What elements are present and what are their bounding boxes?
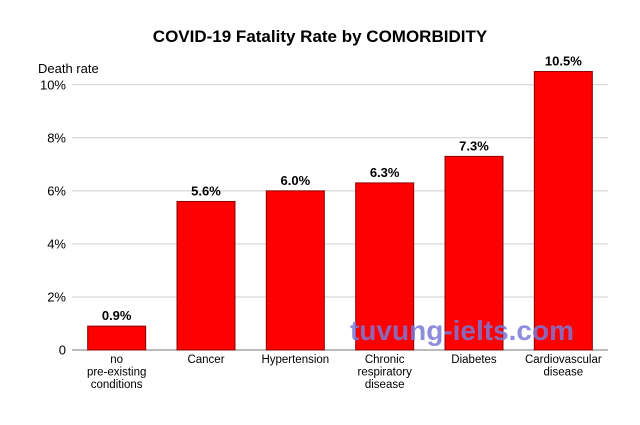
y-tick-label: 10% <box>40 77 66 92</box>
bars <box>87 71 593 351</box>
x-tick-label-line: disease <box>544 367 584 379</box>
bar <box>533 71 593 351</box>
x-tick-label: no pre-existing conditions <box>87 354 146 391</box>
data-label: 10.5% <box>545 54 582 69</box>
data-label: 7.3% <box>459 138 489 153</box>
x-tick-label: Diabetes <box>451 354 497 366</box>
x-tick-label-line: Hypertension <box>261 354 329 366</box>
x-axis-categories: no pre-existing conditions Cancer Hypertensi… <box>87 354 602 391</box>
y-tick-label: 8% <box>47 130 66 145</box>
x-tick-label: Cancer <box>187 354 224 366</box>
x-tick-label-line: pre-existing <box>87 367 146 379</box>
gridlines <box>72 84 608 351</box>
data-label: 5.6% <box>191 183 221 198</box>
bar <box>444 155 504 351</box>
data-label: 6.0% <box>281 173 311 188</box>
watermark: tuvung-ielts.com <box>350 315 574 346</box>
x-tick-label-line: Cardiovascular <box>525 354 602 366</box>
x-tick-label-line: Cancer <box>187 354 224 366</box>
data-label: 6.3% <box>370 165 400 180</box>
bar <box>87 325 147 351</box>
y-tick-label: 4% <box>47 236 66 251</box>
y-axis-label: Death rate <box>38 61 99 76</box>
data-labels: 0.9% 5.6% 6.0% 6.3% 7.3% 10.5% <box>102 54 582 324</box>
y-tick-label: 2% <box>47 289 66 304</box>
y-tick-label: 0 <box>59 343 66 358</box>
x-tick-label-line: conditions <box>91 379 143 391</box>
x-tick-label-line: Chronic <box>365 354 405 366</box>
y-axis-ticks: 0 2% 4% 6% 8% 10% <box>40 77 66 357</box>
x-tick-label: Hypertension <box>261 354 329 366</box>
x-tick-label: Cardiovascular disease <box>525 354 602 379</box>
x-tick-label-line: no <box>110 354 123 366</box>
chart-title: COVID-19 Fatality Rate by COMORBIDITY <box>153 27 488 46</box>
data-label: 0.9% <box>102 308 132 323</box>
x-tick-label-line: Diabetes <box>451 354 497 366</box>
x-tick-label-line: disease <box>365 379 405 391</box>
x-tick-label-line: respiratory <box>358 367 413 379</box>
y-tick-label: 6% <box>47 183 66 198</box>
bar <box>355 182 415 351</box>
x-tick-label: Chronic respiratory disease <box>358 354 413 391</box>
bar <box>176 200 236 351</box>
bar <box>265 190 325 351</box>
